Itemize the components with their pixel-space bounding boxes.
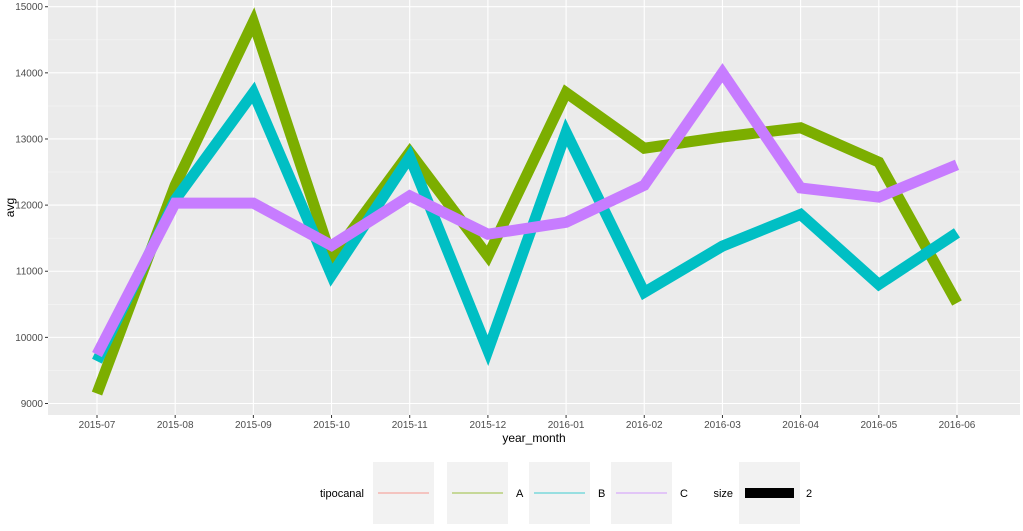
legend-label: A — [516, 488, 524, 500]
series-line-C — [92, 63, 960, 358]
legend-label: B — [598, 488, 605, 500]
y-tick-label: 11000 — [16, 267, 44, 278]
x-axis-title: year_month — [502, 431, 565, 445]
x-tick-label: 2015-12 — [470, 420, 507, 431]
x-tick-label: 2015-10 — [313, 420, 350, 431]
x-tick-label: 2015-11 — [392, 420, 428, 431]
y-tick-label: 10000 — [15, 333, 43, 344]
x-tick-label: 2015-07 — [79, 420, 116, 431]
y-tick-label: 15000 — [15, 2, 43, 13]
x-tick-label: 2016-01 — [548, 420, 585, 431]
x-tick-label: 2016-05 — [860, 420, 897, 431]
x-tick-label: 2016-04 — [782, 420, 819, 431]
y-tick-label: 9000 — [21, 399, 44, 410]
legend-size-label: 2 — [806, 488, 812, 500]
series-line-A — [91, 7, 962, 396]
y-tick-label: 13000 — [15, 134, 43, 145]
x-tick-label: 2016-06 — [939, 420, 976, 431]
y-tick-label: 14000 — [15, 68, 43, 79]
legend-size-swatch — [745, 488, 794, 498]
series-line-B — [92, 81, 961, 367]
x-tick-label: 2015-09 — [235, 420, 272, 431]
legend-title-tipocanal: tipocanal — [320, 488, 364, 500]
y-tick-label: 12000 — [15, 201, 43, 212]
legend-title-size: size — [713, 488, 733, 500]
y-axis-title: avg — [3, 198, 17, 217]
x-tick-label: 2016-03 — [704, 420, 741, 431]
legend-label: C — [680, 488, 688, 500]
x-tick-label: 2015-08 — [157, 420, 194, 431]
x-tick-label: 2016-02 — [626, 420, 663, 431]
